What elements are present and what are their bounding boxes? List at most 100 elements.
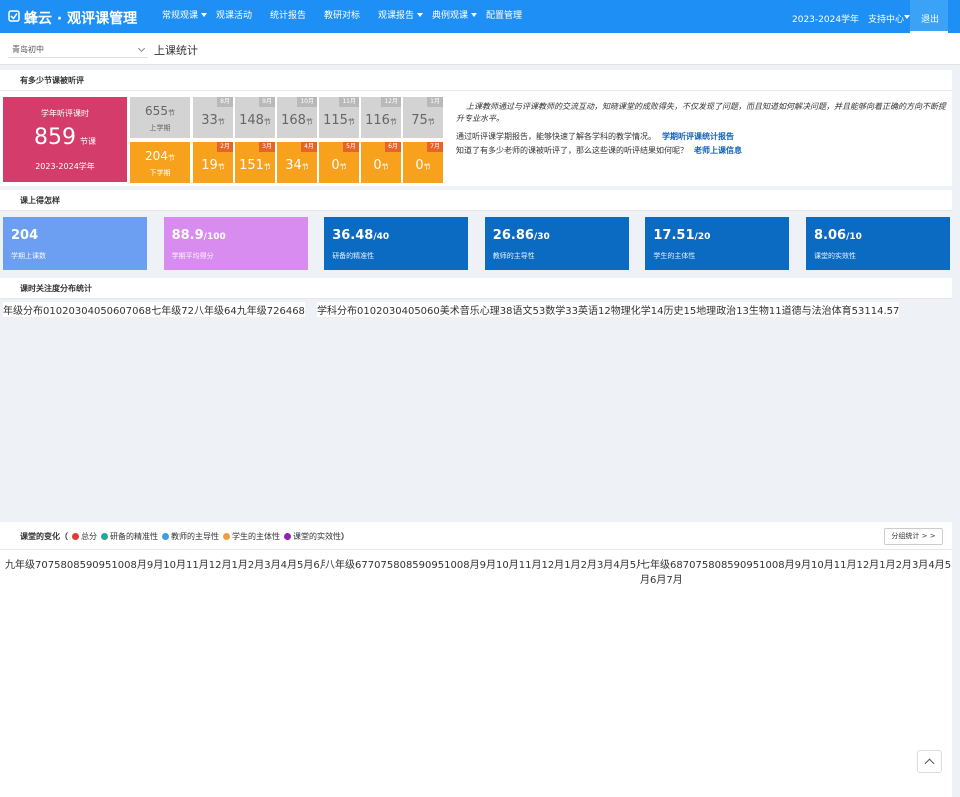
x-tick-label: 11月: [518, 560, 542, 571]
average-label: 14.57: [870, 306, 900, 317]
bar-value-label: 38: [499, 306, 513, 317]
month-count: 33: [201, 113, 218, 128]
term-total-row: 204节: [130, 149, 190, 163]
legend-swatch: [72, 533, 79, 540]
x-tick-label: 数学: [545, 306, 566, 317]
score-value: 26.86: [492, 228, 534, 243]
group-stats-button[interactable]: 分组统计 > >: [884, 528, 943, 545]
month-label: 1月: [427, 97, 443, 107]
y-tick-label: 90: [85, 560, 99, 571]
x-tick-label: 4月: [928, 560, 945, 571]
x-tick-label: 七年级: [151, 306, 182, 317]
x-tick-label: 3月: [911, 560, 929, 571]
nav-menu-item[interactable]: 教研对标: [324, 0, 360, 33]
brand-icon: [8, 10, 20, 22]
score-card: 36.48/40 研备的精准性: [324, 217, 469, 270]
score-row: 88.9/100: [172, 228, 226, 243]
x-tick-label: 2月: [895, 560, 912, 571]
nav-menu-item[interactable]: 典例观课: [432, 0, 478, 33]
month-label: 12月: [381, 97, 401, 107]
year-total: 859: [34, 125, 76, 150]
score-separator: /: [373, 232, 377, 242]
x-tick-label: 12月: [856, 560, 880, 571]
change-section: 课堂的变化（ 总分 研备的精准性 教师的主导性 学生的主体性 课堂的实效性） 分组统计 > …: [0, 522, 952, 797]
legend-swatch: [223, 533, 230, 540]
score-max: 40: [376, 232, 390, 242]
note-text: 通过听评课学期报告，能够快速了解各学科的教学情况。: [456, 132, 656, 141]
section-title: 课堂的变化（: [20, 532, 68, 541]
trend-chart: 九年级7075808590951008月9月10月11月12月1月2月3月4月5…: [5, 556, 347, 571]
section-title: 课时关注度分布统计: [20, 284, 92, 293]
brand: 蜂云 · 观评课管理: [24, 11, 138, 27]
support-center[interactable]: 支持中心: [868, 15, 905, 25]
nav-menu-text[interactable]: 常规观课: [162, 11, 199, 21]
nav-menu-item[interactable]: 观课活动: [216, 0, 252, 33]
score-max: 30: [537, 232, 550, 242]
x-tick-label: 地理: [696, 306, 717, 317]
term-total-cell: 204节下学期: [130, 142, 190, 183]
x-tick-label: 1月: [879, 560, 896, 571]
x-tick-label: 5月: [296, 560, 314, 571]
month-count-row: 168节: [277, 113, 317, 128]
score-max: 20: [697, 232, 711, 242]
y-tick-label: 85: [73, 560, 86, 571]
nav-menu-item[interactable]: 常规观课: [162, 0, 208, 33]
term-name: 下学期: [149, 169, 171, 177]
page-title: 上课统计: [154, 44, 198, 57]
bar-value-label: 33: [565, 306, 578, 317]
month-label: 6月: [385, 142, 401, 152]
nav-menu-text[interactable]: 观课报告: [378, 11, 415, 21]
month-count: 0: [415, 158, 424, 173]
y-tick-label: 68: [670, 560, 683, 571]
note-link[interactable]: 老师上课信息: [694, 146, 742, 155]
mark-pin-label: 53: [851, 306, 865, 317]
select-caret: [137, 44, 146, 53]
back-to-top[interactable]: [917, 750, 942, 773]
school-name[interactable]: 青岛初中: [12, 45, 44, 54]
term-name: 上学期: [149, 124, 171, 132]
score-max: 10: [849, 232, 862, 242]
nav-menu-text[interactable]: 典例观课: [432, 11, 469, 21]
y-tick-label: 75: [695, 560, 709, 571]
y-tick-label: 75: [380, 560, 394, 571]
y-tick-label: 0: [43, 306, 50, 317]
bar-value-label: 11: [768, 306, 782, 317]
month-label: 2月: [217, 142, 233, 152]
mark-pin-label: 72: [266, 306, 280, 317]
school-year[interactable]: 2023-2024学年: [792, 15, 860, 25]
note-text: 上课教师通过与评课教师的交流互动，知晓课堂的成败得失，不仅发现了问题，而且知道如…: [456, 102, 946, 123]
legend-label: 教师的主导性: [171, 532, 219, 541]
month-count: 75: [411, 113, 428, 128]
y-tick-label: 90: [418, 560, 432, 571]
nav-menu-text[interactable]: 统计报告: [270, 11, 307, 21]
mark-pin-label: 1: [864, 306, 871, 317]
school-select[interactable]: 青岛初中: [8, 40, 148, 58]
score-value: 36.48: [332, 228, 374, 243]
logout-tab[interactable]: 退出: [910, 0, 948, 33]
score-label: 学期上课数: [11, 252, 46, 260]
x-tick-label: 11月: [833, 560, 857, 571]
nav-menu-item[interactable]: 配置管理: [486, 0, 522, 33]
dropdown-caret: [417, 13, 424, 17]
logout[interactable]: 退出: [921, 15, 940, 25]
y-tick-label: 60: [427, 306, 440, 317]
x-tick-label: 体育: [831, 306, 852, 317]
x-tick-label: 语文: [512, 306, 533, 317]
nav-menu-item[interactable]: 统计报告: [270, 0, 306, 33]
nav-menu-text[interactable]: 配置管理: [486, 11, 523, 21]
trend-chart: 八年级677075808590951008月9月10月11月12月1月2月3月4…: [325, 556, 679, 571]
nav-menu-text[interactable]: 观课活动: [216, 11, 253, 21]
month-cell: 1月 75节: [403, 97, 443, 138]
month-count: 115: [323, 113, 348, 128]
score-label: 教师的主导性: [492, 252, 535, 260]
month-count-row: 116节: [361, 113, 401, 128]
note-link[interactable]: 学期听评课统计报告: [662, 132, 734, 141]
nav-menu-item[interactable]: 观课报告: [378, 0, 424, 33]
section-header: 课上得怎样: [0, 190, 952, 211]
y-tick-label: 80: [708, 560, 721, 571]
nav-menu-text[interactable]: 教研对标: [324, 11, 361, 21]
month-count: 34: [285, 158, 302, 173]
month-label: 4月: [301, 142, 317, 152]
month-cell: 10月 168节: [277, 97, 317, 138]
